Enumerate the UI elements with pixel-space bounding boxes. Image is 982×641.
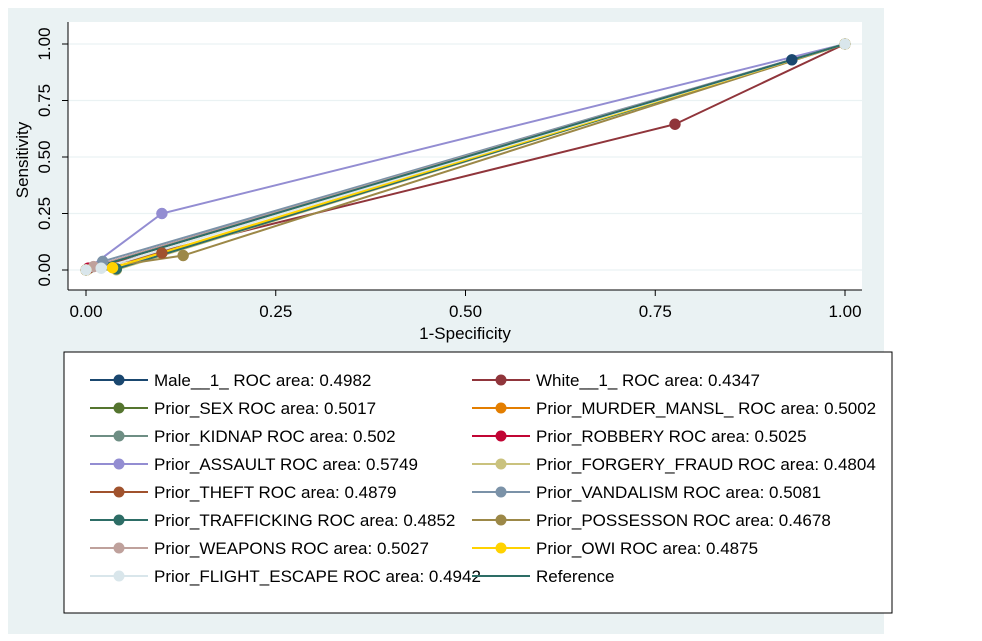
series-8-point-1: [156, 247, 168, 259]
y-tick-label-4: 1.00: [35, 27, 54, 60]
legend: Male__1_ ROC area: 0.4982 White__1_ ROC a…: [90, 371, 876, 586]
legend-key-marker-8: [113, 486, 125, 498]
x-tick-label-4: 1.00: [828, 302, 861, 321]
series-14-point-1: [95, 262, 107, 274]
legend-label-1: White__1_ ROC area: 0.4347: [536, 371, 760, 390]
series-11-point-1: [177, 249, 189, 262]
legend-label-7: Prior_FORGERY_FRAUD ROC area: 0.4804: [536, 455, 876, 474]
legend-key-marker-10: [113, 514, 125, 526]
legend-label-4: Prior_KIDNAP ROC area: 0.502: [154, 427, 396, 446]
legend-key-marker-1: [495, 374, 507, 386]
series-6-point-1: [156, 207, 168, 220]
legend-key-marker-2: [113, 402, 125, 414]
series-line-15: [85, 43, 846, 271]
series-group: [80, 38, 851, 276]
legend-key-marker-7: [495, 458, 507, 470]
legend-label-5: Prior_ROBBERY ROC area: 0.5025: [536, 427, 807, 446]
series-14-point-2: [839, 38, 851, 50]
y-tick-label-2: 0.50: [35, 140, 54, 173]
x-tick-label-3: 0.75: [639, 302, 672, 321]
x-tick-label-0: 0.00: [69, 302, 102, 321]
series-1-point-1: [669, 118, 681, 130]
gridlines: [68, 43, 862, 271]
legend-key-marker-14: [113, 570, 125, 582]
legend-label-2: Prior_SEX ROC area: 0.5017: [154, 399, 376, 418]
legend-key-marker-9: [495, 486, 507, 498]
legend-label-6: Prior_ASSAULT ROC area: 0.5749: [154, 455, 418, 474]
legend-label-8: Prior_THEFT ROC area: 0.4879: [154, 483, 397, 502]
legend-key-marker-4: [113, 430, 125, 442]
series-13-point-1: [106, 261, 119, 274]
legend-label-9: Prior_VANDALISM ROC area: 0.5081: [536, 483, 821, 502]
y-tick-label-0: 0.00: [35, 253, 54, 286]
legend-label-15: Reference: [536, 567, 614, 586]
legend-label-11: Prior_POSSESSON ROC area: 0.4678: [536, 511, 831, 530]
x-axis-label: 1-Specificity: [419, 324, 511, 343]
legend-label-12: Prior_WEAPONS ROC area: 0.5027: [154, 539, 429, 558]
legend-key-marker-0: [113, 374, 125, 386]
y-ticks: 0.00 0.25 0.50 0.75 1.00: [35, 27, 68, 287]
legend-key-marker-6: [113, 458, 125, 470]
legend-key-marker-3: [495, 402, 507, 414]
y-tick-label-1: 0.25: [35, 197, 54, 230]
y-tick-label-3: 0.75: [35, 84, 54, 117]
legend-label-0: Male__1_ ROC area: 0.4982: [154, 371, 371, 390]
legend-box: [63, 351, 893, 614]
legend-label-3: Prior_MURDER_MANSL_ ROC area: 0.5002: [536, 399, 876, 418]
y-axis-label: Sensitivity: [13, 121, 32, 198]
legend-label-14: Prior_FLIGHT_ESCAPE ROC area: 0.4942: [154, 567, 481, 586]
series-14-point-0: [80, 264, 92, 276]
legend-key-marker-11: [495, 514, 507, 526]
legend-key-marker-5: [495, 430, 507, 442]
legend-key-marker-12: [113, 542, 125, 554]
x-tick-label-2: 0.50: [449, 302, 482, 321]
series-0-point-1: [786, 54, 798, 66]
legend-key-marker-13: [495, 542, 507, 554]
x-tick-label-1: 0.25: [259, 302, 292, 321]
legend-label-10: Prior_TRAFFICKING ROC area: 0.4852: [154, 511, 455, 530]
x-ticks: 0.00 0.25 0.50 0.75 1.00: [69, 290, 862, 321]
legend-label-13: Prior_OWI ROC area: 0.4875: [536, 539, 758, 558]
